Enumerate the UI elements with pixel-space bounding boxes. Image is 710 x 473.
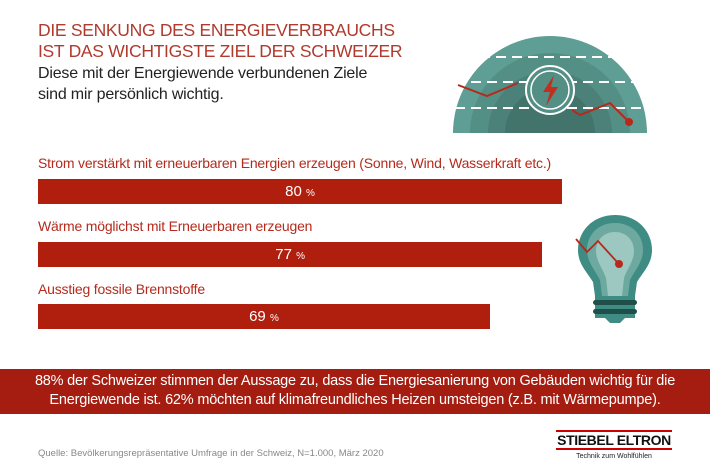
title-line-2: IST DAS WICHTIGSTE ZIEL DER SCHWEIZER [38, 41, 403, 61]
summary-banner: 88% der Schweizer stimmen der Aussage zu… [0, 369, 710, 414]
bar-value-label: 80 % [285, 183, 315, 200]
banner-line-2: Energiewende ist. 62% möchten auf klimaf… [49, 392, 661, 408]
stiebel-eltron-logo: STIEBEL ELTRON Technik zum Wohlfühlen [556, 430, 672, 460]
subtitle-line-1: Diese mit der Energiewende verbundenen Z… [38, 65, 368, 82]
category-label: Strom verstärkt mit erneuerbaren Energie… [38, 155, 551, 171]
logo-tagline: Technik zum Wohlfühlen [576, 453, 652, 460]
lightbulb-icon [575, 215, 652, 323]
source-note: Quelle: Bevölkerungsrepräsentative Umfra… [38, 448, 384, 459]
bar-value-label: 77 % [275, 246, 306, 263]
banner-line-1: 88% der Schweizer stimmen der Aussage zu… [34, 373, 676, 389]
title-line-1: DIE SENKUNG DES ENERGIEVERBRAUCHS [38, 20, 395, 40]
bar [38, 179, 562, 204]
category-label: Wärme möglichst mit Erneuerbaren erzeuge… [38, 218, 313, 234]
subtitle: Diese mit der Energiewende verbundenen Z… [38, 63, 367, 105]
logo-name: STIEBEL ELTRON [556, 430, 672, 450]
page-title: DIE SENKUNG DES ENERGIEVERBRAUCHS IST DA… [38, 20, 403, 62]
bar [38, 304, 490, 329]
bar [38, 242, 543, 267]
category-label: Ausstieg fossile Brennstoffe [38, 281, 205, 297]
gauge-illustration-icon [453, 36, 647, 133]
bar-value-label: 69 % [249, 308, 279, 325]
subtitle-line-2: sind mir persönlich wichtig. [38, 86, 224, 103]
